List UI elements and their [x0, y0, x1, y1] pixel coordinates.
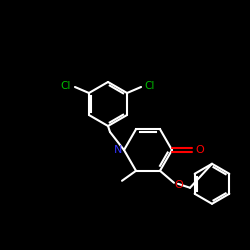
Text: N: N [114, 145, 122, 155]
Text: O: O [196, 145, 204, 155]
Text: O: O [174, 180, 184, 190]
Text: Cl: Cl [145, 81, 155, 91]
Text: Cl: Cl [61, 81, 71, 91]
